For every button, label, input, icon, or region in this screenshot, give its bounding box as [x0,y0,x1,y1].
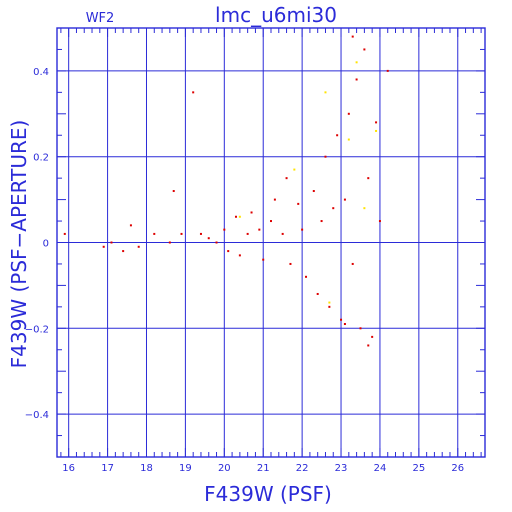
x-tick-label: 18 [140,463,153,474]
y-tick-label: 0 [43,239,49,250]
x-tick-label: 21 [257,463,270,474]
data-point [262,258,265,261]
data-point [343,323,346,326]
data-point [378,220,381,223]
data-point [102,245,105,248]
y-tick-label: 0.2 [33,153,49,164]
flagged-data-point [355,61,358,64]
flagged-data-point [375,129,378,132]
grid [57,28,485,457]
data-point [281,232,284,235]
data-point [246,232,249,235]
data-point [320,220,323,223]
data-point [110,241,113,244]
data-point [347,112,350,115]
flagged-data-point [324,91,327,94]
data-point [297,202,300,205]
data-point [324,155,327,158]
data-point [336,134,339,137]
data-point [351,262,354,265]
x-tick-label: 24 [374,463,387,474]
data-point [285,177,288,180]
y-axis-label: F439W (PSF−APERTURE) [7,120,31,369]
data-point [153,232,156,235]
chart-title: lmc_u6mi30 [215,3,337,27]
data-point [273,198,276,201]
x-tick-label: 17 [101,463,114,474]
flagged-data-point [328,301,331,304]
data-point [301,228,304,231]
data-point [234,215,237,218]
y-tick-label: −0.4 [25,410,49,421]
data-point [363,48,366,51]
data-point [180,232,183,235]
data-point [305,275,308,278]
data-point [137,245,140,248]
flagged-data-point [238,215,241,218]
data-point [332,207,335,210]
panel-label: WF2 [86,11,115,26]
data-point [258,228,261,231]
data-point [223,228,226,231]
x-tick-label: 26 [451,463,464,474]
y-tick-label: −0.2 [25,324,49,335]
data-point [367,177,370,180]
data-point [375,121,378,124]
data-point [289,262,292,265]
data-point [340,318,343,321]
y-tick-label: 0.4 [33,67,49,78]
data-point [343,198,346,201]
data-point [386,69,389,72]
data-point [129,224,132,227]
data-point [63,232,66,235]
flagged-data-point [293,168,296,171]
x-tick-label: 25 [412,463,425,474]
data-point [238,254,241,257]
data-point [199,232,202,235]
x-tick-label: 16 [62,463,75,474]
flagged-data-point [347,138,350,141]
data-point [355,78,358,81]
ticks [57,27,485,458]
y-tick-labels: −0.4 −0.2 0 0.2 0.4 [25,67,49,421]
data-point [168,241,171,244]
data-point [359,327,362,330]
x-tick-label: 20 [218,463,231,474]
data-point [192,91,195,94]
data-point [367,344,370,347]
data-point [371,335,374,338]
data-point [270,220,272,223]
x-tick-label: 19 [179,463,192,474]
data-point [207,237,210,240]
x-tick-label: 22 [296,463,309,474]
data-point [316,292,319,295]
data-point [312,190,315,193]
flagged-data-point [363,207,366,210]
data-point [172,190,175,193]
x-tick-labels: 16 17 18 19 20 21 22 23 24 25 26 [62,463,464,474]
data-points [63,35,389,347]
data-point [122,250,125,253]
data-point [250,211,253,214]
x-axis-label: F439W (PSF) [204,482,332,506]
data-point [328,305,331,308]
data-point [227,250,230,253]
x-tick-label: 23 [335,463,348,474]
data-point [215,241,218,244]
data-point [351,35,354,38]
